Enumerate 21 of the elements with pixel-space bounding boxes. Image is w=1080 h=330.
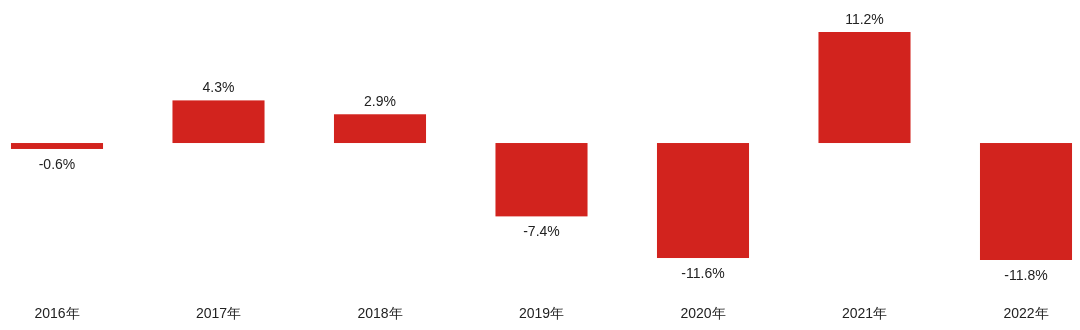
x-tick-label: 2016年 <box>34 305 80 321</box>
data-label: -11.8% <box>1004 267 1048 283</box>
bar <box>656 143 750 259</box>
x-tick-label: 2022年 <box>1003 305 1049 321</box>
data-label: -7.4% <box>523 223 560 240</box>
data-label: 4.3% <box>202 79 235 96</box>
data-label: -11.6% <box>681 265 725 282</box>
bar <box>333 114 427 144</box>
data-label: -0.6% <box>38 155 76 172</box>
bar <box>495 143 588 217</box>
data-label: 11.2% <box>845 11 884 27</box>
x-tick-label: 2020年 <box>680 305 726 321</box>
bar <box>818 32 911 144</box>
bar <box>172 100 265 144</box>
x-tick-label: 2018年 <box>357 305 403 321</box>
x-tick-label: 2021年 <box>841 305 888 321</box>
x-tick-label: 2017年 <box>195 305 242 321</box>
x-tick-label: 2019年 <box>518 305 565 321</box>
bar <box>10 143 104 149</box>
data-label: 2.9% <box>364 93 396 110</box>
bar <box>979 143 1073 260</box>
